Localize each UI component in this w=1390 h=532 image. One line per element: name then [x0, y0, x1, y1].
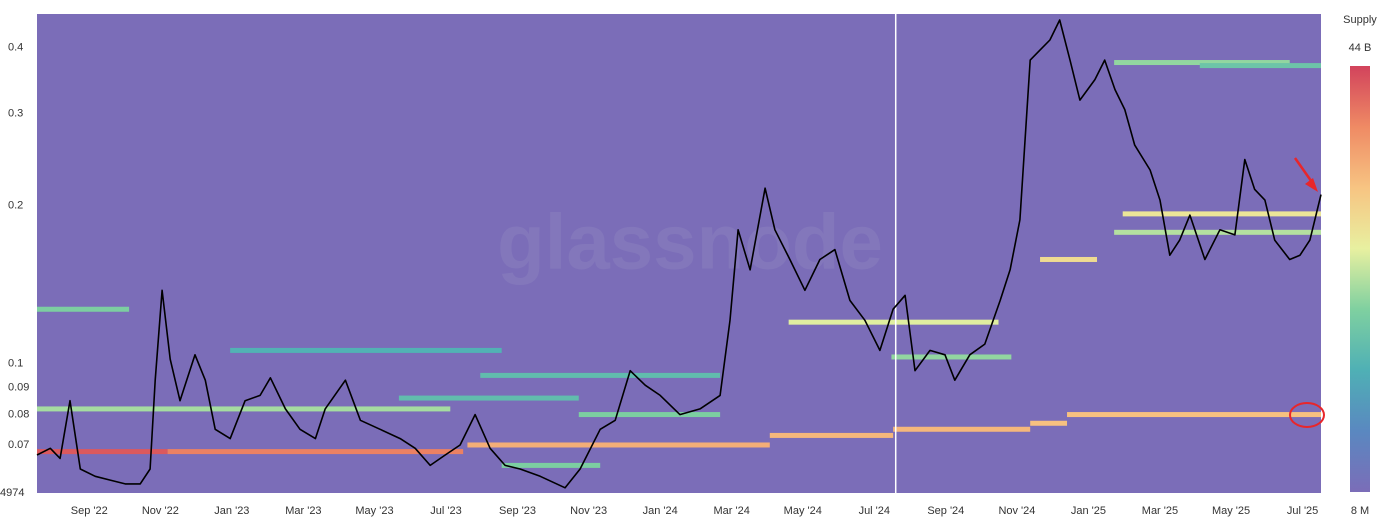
heatmap-band: [578, 412, 721, 418]
heatmap-band: [230, 347, 502, 353]
y-tick-label: 0.2: [8, 200, 23, 212]
watermark: glassnode: [497, 198, 883, 286]
y-tick-label: 0.1: [8, 358, 23, 370]
heatmap-band: [1114, 229, 1321, 235]
heatmap-band: [1199, 63, 1321, 69]
price-line: [36, 19, 1322, 489]
heatmap-band: [1122, 211, 1321, 217]
colorbar-label: 8 M: [1351, 505, 1369, 517]
colorbar: [1350, 66, 1370, 492]
x-tick-label: Jul '23: [430, 505, 461, 517]
x-tick-label: Sep '22: [71, 505, 108, 517]
heatmap-band: [467, 442, 770, 448]
heatmap-band: [1040, 256, 1098, 262]
y-tick-label: 0.09: [8, 382, 29, 394]
y-tick-label: 0.07: [8, 439, 29, 451]
x-tick-label: Sep '23: [499, 505, 536, 517]
x-tick-label: Jul '25: [1287, 505, 1318, 517]
heatmap-band: [1114, 60, 1290, 66]
y-tick-label: 0.08: [8, 408, 29, 420]
heatmap-band: [480, 372, 721, 378]
heatmap-band: [891, 354, 1012, 360]
y-tick-label: 0.4: [8, 42, 23, 54]
heatmap-band: [37, 306, 130, 312]
x-tick-label: Jan '23: [214, 505, 249, 517]
colorbar-label: 44 B: [1349, 42, 1372, 54]
heatmap-band: [893, 426, 1031, 432]
x-tick-label: Jan '24: [643, 505, 678, 517]
x-tick-label: Sep '24: [927, 505, 964, 517]
heatmap-band: [501, 462, 601, 468]
y-bottom-label: 4974: [0, 487, 24, 499]
heatmap-band: [769, 432, 894, 438]
x-tick-label: Nov '23: [570, 505, 607, 517]
y-tick-label: 0.3: [8, 107, 23, 119]
heatmap-band: [1030, 420, 1068, 426]
x-tick-label: Nov '22: [142, 505, 179, 517]
x-tick-label: Nov '24: [998, 505, 1035, 517]
x-tick-label: May '23: [355, 505, 393, 517]
heatmap-band: [167, 449, 464, 455]
heatmap-band: [37, 449, 168, 455]
heatmap-band: [1067, 412, 1321, 418]
colorbar-title: Supply: [1343, 14, 1377, 26]
heatmap-band: [37, 406, 451, 412]
heatmap-band: [398, 395, 579, 401]
annotation-circle: [1289, 402, 1325, 428]
x-tick-label: Mar '25: [1142, 505, 1178, 517]
x-tick-label: May '24: [784, 505, 822, 517]
x-tick-label: Jan '25: [1071, 505, 1106, 517]
annotation-arrowhead: [1305, 178, 1318, 192]
heatmap-band: [788, 319, 999, 325]
x-tick-label: Mar '23: [285, 505, 321, 517]
x-tick-label: May '25: [1212, 505, 1250, 517]
x-tick-label: Jul '24: [859, 505, 890, 517]
x-tick-label: Mar '24: [714, 505, 750, 517]
